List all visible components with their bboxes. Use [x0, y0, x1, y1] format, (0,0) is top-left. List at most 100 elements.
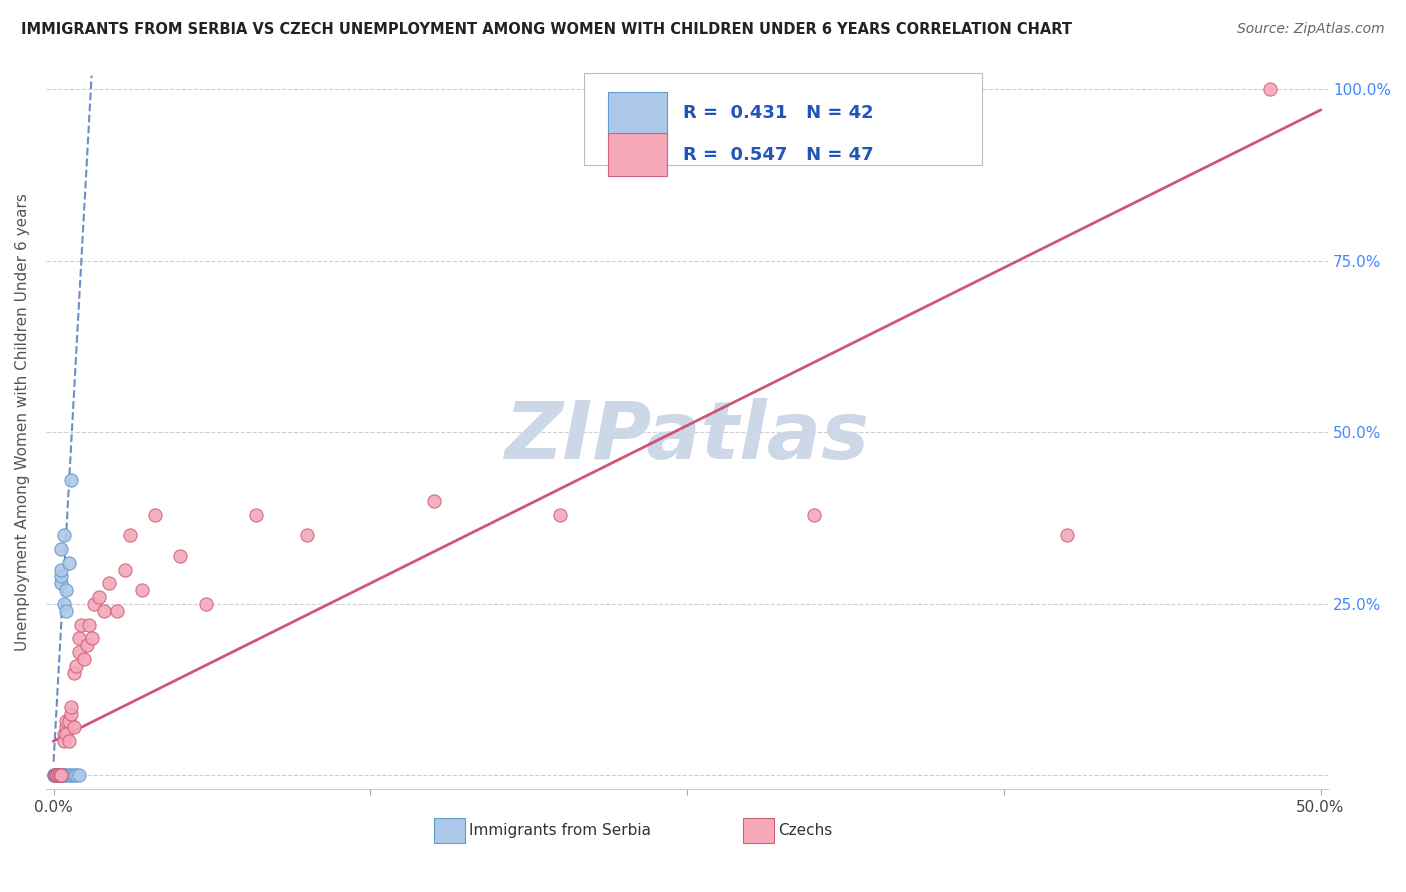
Point: [105, 604, 128, 618]
Point: [48, 768, 70, 782]
Point: [77, 617, 100, 632]
Point: [83, 597, 105, 611]
Point: [45, 768, 67, 782]
Point: [245, 508, 267, 522]
Point: [1056, 528, 1078, 542]
Point: [550, 508, 572, 522]
Point: [60, 699, 83, 714]
Point: [803, 508, 825, 522]
Point: [45, 768, 67, 782]
Point: [52, 597, 75, 611]
Point: [63, 665, 86, 680]
Point: [58, 734, 80, 748]
Point: [44, 768, 66, 782]
Point: [118, 528, 141, 542]
Point: [89, 590, 111, 604]
Point: [131, 583, 153, 598]
Point: [51, 768, 73, 782]
Point: [51, 542, 73, 557]
Point: [60, 768, 83, 782]
Point: [44, 768, 66, 782]
Point: [48, 768, 70, 782]
Point: [44, 768, 66, 782]
FancyBboxPatch shape: [585, 73, 981, 165]
Point: [42, 768, 65, 782]
Point: [114, 563, 136, 577]
Point: [63, 768, 86, 782]
Text: Czechs: Czechs: [779, 822, 832, 838]
Point: [46, 768, 69, 782]
Point: [48, 768, 70, 782]
Point: [55, 768, 77, 782]
Point: [45, 768, 67, 782]
Point: [55, 604, 77, 618]
Point: [67, 632, 90, 646]
Y-axis label: Unemployment Among Women with Children Under 6 years: Unemployment Among Women with Children U…: [15, 194, 30, 651]
Point: [44, 768, 66, 782]
Point: [51, 569, 73, 583]
Point: [45, 768, 67, 782]
Text: Source: ZipAtlas.com: Source: ZipAtlas.com: [1237, 22, 1385, 37]
Point: [52, 768, 75, 782]
Point: [52, 528, 75, 542]
Point: [143, 508, 166, 522]
Point: [80, 632, 103, 646]
Point: [44, 768, 66, 782]
Point: [45, 768, 67, 782]
Point: [51, 576, 73, 591]
Point: [44, 768, 66, 782]
Point: [67, 645, 90, 659]
Point: [58, 714, 80, 728]
Point: [93, 604, 115, 618]
Point: [51, 563, 73, 577]
Point: [63, 720, 86, 734]
Point: [55, 727, 77, 741]
Point: [51, 768, 73, 782]
Point: [422, 494, 444, 508]
Point: [51, 768, 73, 782]
FancyBboxPatch shape: [607, 133, 666, 177]
Point: [58, 768, 80, 782]
Point: [169, 549, 191, 563]
Point: [73, 652, 96, 666]
Point: [52, 768, 75, 782]
Point: [46, 768, 69, 782]
Point: [45, 768, 67, 782]
Point: [76, 638, 98, 652]
Point: [60, 474, 83, 488]
Point: [60, 706, 83, 721]
Text: ZIPatlas: ZIPatlas: [505, 398, 869, 475]
Point: [194, 597, 217, 611]
Point: [55, 583, 77, 598]
Point: [55, 720, 77, 734]
Point: [48, 768, 70, 782]
Point: [55, 714, 77, 728]
Point: [65, 768, 87, 782]
Point: [45, 768, 67, 782]
Point: [44, 768, 66, 782]
Point: [45, 768, 67, 782]
Point: [49, 768, 72, 782]
Text: IMMIGRANTS FROM SERBIA VS CZECH UNEMPLOYMENT AMONG WOMEN WITH CHILDREN UNDER 6 Y: IMMIGRANTS FROM SERBIA VS CZECH UNEMPLOY…: [21, 22, 1073, 37]
Point: [44, 768, 66, 782]
Point: [295, 528, 318, 542]
Point: [51, 768, 73, 782]
Point: [70, 617, 93, 632]
Point: [52, 734, 75, 748]
Point: [46, 768, 69, 782]
Point: [98, 576, 121, 591]
Point: [67, 768, 90, 782]
Point: [52, 727, 75, 741]
Point: [51, 768, 73, 782]
Point: [44, 768, 66, 782]
Point: [44, 768, 66, 782]
Point: [46, 768, 69, 782]
Text: R =  0.431   N = 42: R = 0.431 N = 42: [683, 104, 875, 122]
Text: Immigrants from Serbia: Immigrants from Serbia: [470, 822, 651, 838]
FancyBboxPatch shape: [607, 92, 666, 136]
Point: [65, 658, 87, 673]
Point: [1258, 82, 1281, 96]
Text: R =  0.547   N = 47: R = 0.547 N = 47: [683, 145, 875, 163]
Point: [58, 556, 80, 570]
Point: [48, 768, 70, 782]
